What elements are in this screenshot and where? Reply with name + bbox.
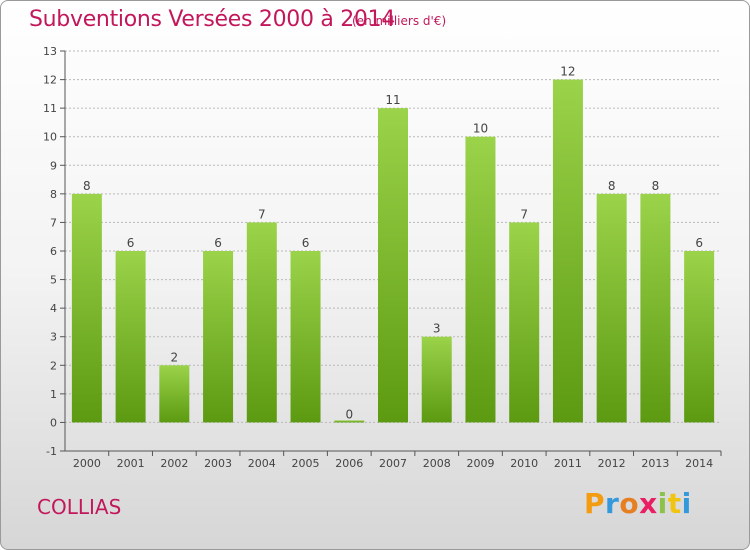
x-tick-label: 2006 [335, 457, 363, 470]
chart-unit: (en milliers d'€) [352, 14, 447, 28]
y-tick-label: 7 [50, 216, 57, 229]
bar [71, 193, 102, 423]
x-tick-label: 2008 [423, 457, 451, 470]
bar [378, 108, 408, 423]
data-label: 8 [652, 179, 660, 193]
y-tick-label: 1 [50, 388, 57, 401]
logo-letter: x [639, 487, 658, 520]
bar [115, 251, 146, 423]
data-label: 2 [171, 350, 179, 364]
x-tick-label: 2002 [160, 457, 188, 470]
bar [159, 365, 190, 423]
x-tick-label: 2010 [510, 457, 538, 470]
commune-name: COLLIAS [37, 495, 122, 519]
x-tick-label: 2004 [248, 457, 276, 470]
logo-letter: i [657, 487, 668, 520]
x-tick-label: 2007 [379, 457, 407, 470]
data-label: 6 [695, 236, 703, 250]
y-tick-label: 6 [50, 245, 57, 258]
y-tick-label: 8 [50, 188, 57, 201]
data-label: 6 [214, 236, 222, 250]
y-tick-label: 0 [50, 416, 57, 429]
bar [684, 251, 715, 423]
x-tick-label: 2013 [641, 457, 669, 470]
logo-letter: o [619, 487, 640, 520]
data-label: 8 [608, 179, 616, 193]
proxiti-logo: Proxiti [584, 487, 692, 520]
x-tick-label: 2012 [598, 457, 626, 470]
data-label: 12 [560, 65, 575, 79]
data-label: 7 [520, 207, 528, 221]
y-tick-label: 2 [50, 359, 57, 372]
logo-letter: r [605, 487, 620, 520]
data-label: 6 [127, 236, 135, 250]
y-tick-label: -1 [46, 445, 57, 458]
x-tick-label: 2005 [292, 457, 320, 470]
data-label: 10 [473, 122, 488, 136]
bar [465, 136, 496, 423]
bar [596, 193, 627, 423]
logo-letter: i [681, 487, 692, 520]
y-tick-label: 11 [43, 102, 57, 115]
x-tick-label: 2009 [466, 457, 494, 470]
y-tick-label: 3 [50, 331, 57, 344]
data-label: 0 [345, 407, 353, 421]
y-tick-label: 5 [50, 274, 57, 287]
data-label: 7 [258, 207, 266, 221]
bar [509, 222, 540, 423]
chart-title: Subventions Versées 2000 à 2014 [29, 7, 396, 32]
logo-letter: t [667, 487, 682, 520]
data-label: 6 [302, 236, 310, 250]
bar [246, 222, 277, 423]
x-tick-label: 2003 [204, 457, 232, 470]
bar [640, 193, 671, 423]
y-tick-label: 10 [43, 131, 57, 144]
bar [203, 251, 234, 423]
y-tick-label: 13 [43, 45, 57, 58]
x-tick-label: 2014 [685, 457, 713, 470]
x-tick-label: 2011 [554, 457, 582, 470]
data-label: 8 [83, 179, 91, 193]
x-tick-label: 2001 [117, 457, 145, 470]
y-tick-label: 12 [43, 74, 57, 87]
data-label: 11 [385, 93, 400, 107]
bar [421, 336, 452, 423]
bar [552, 79, 583, 423]
data-label: 3 [433, 322, 441, 336]
y-tick-label: 9 [50, 159, 57, 172]
bar [290, 251, 321, 423]
y-tick-label: 4 [50, 302, 57, 315]
bar [334, 420, 365, 423]
x-tick-label: 2000 [73, 457, 101, 470]
logo-letter: P [584, 487, 606, 520]
